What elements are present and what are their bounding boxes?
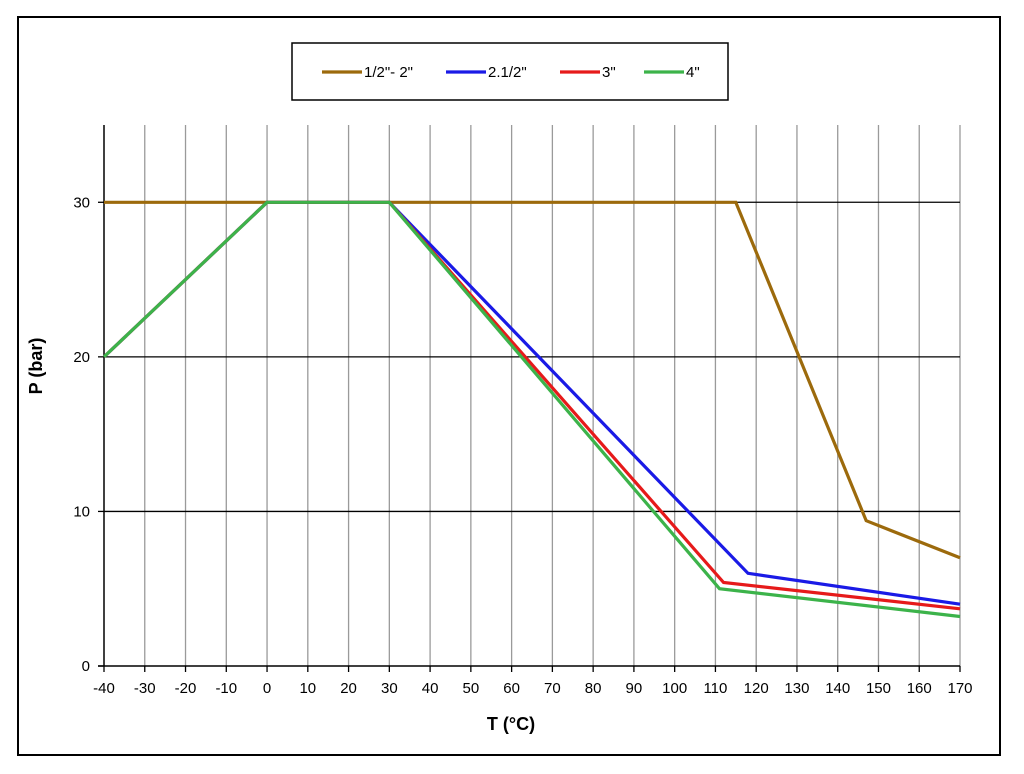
x-tick-label: -30	[134, 680, 156, 697]
x-tick-label: 20	[340, 680, 357, 697]
legend: 1/2"- 2" 2.1/2" 3" 4"	[291, 42, 729, 101]
x-tick-label: 60	[503, 680, 520, 697]
y-tick-label: 20	[73, 349, 90, 366]
y-axis-title: P (bar)	[26, 338, 46, 395]
x-tick-label: 160	[907, 680, 932, 697]
x-tick-label: 140	[825, 680, 850, 697]
x-tick-label: 50	[463, 680, 480, 697]
x-tick-label: 110	[703, 680, 727, 697]
x-tick-label: -40	[93, 680, 115, 697]
x-axis-title: T (°C)	[487, 714, 535, 734]
x-tick-label: 100	[662, 680, 687, 697]
x-tick-label: 170	[947, 680, 972, 697]
axes	[98, 125, 961, 672]
legend-label-2: 2.1/2"	[488, 64, 527, 81]
series-line-3	[102, 200, 961, 611]
x-tick-label: 30	[381, 680, 398, 697]
chart-frame	[17, 16, 1001, 756]
series-line-4	[102, 200, 961, 619]
x-tick-label: 0	[263, 680, 271, 697]
x-tick-label: 70	[544, 680, 561, 697]
x-tick-label: 130	[784, 680, 809, 697]
x-tick-label: 40	[422, 680, 439, 697]
legend-label-1: 1/2"- 2"	[364, 64, 413, 81]
tick-labels: -40 -30 -20 -10 0 10 20 30 40 50 60 70 80 90 100 110 120…	[73, 194, 972, 697]
x-tick-label: 150	[866, 680, 891, 697]
series-line-1	[104, 200, 961, 560]
y-tick-label: 10	[73, 503, 90, 520]
legend-label-4: 4"	[686, 64, 700, 81]
series-line-2	[102, 200, 961, 606]
x-tick-label: 80	[585, 680, 602, 697]
y-tick-label: 30	[73, 194, 90, 211]
series-lines	[102, 200, 961, 619]
grid	[104, 125, 961, 666]
y-tick-label: 0	[82, 658, 90, 675]
x-tick-label: -20	[175, 680, 197, 697]
x-tick-label: 90	[626, 680, 643, 697]
x-tick-label: -10	[215, 680, 237, 697]
legend-label-3: 3"	[602, 64, 616, 81]
x-tick-label: 10	[299, 680, 316, 697]
x-tick-label: 120	[744, 680, 769, 697]
